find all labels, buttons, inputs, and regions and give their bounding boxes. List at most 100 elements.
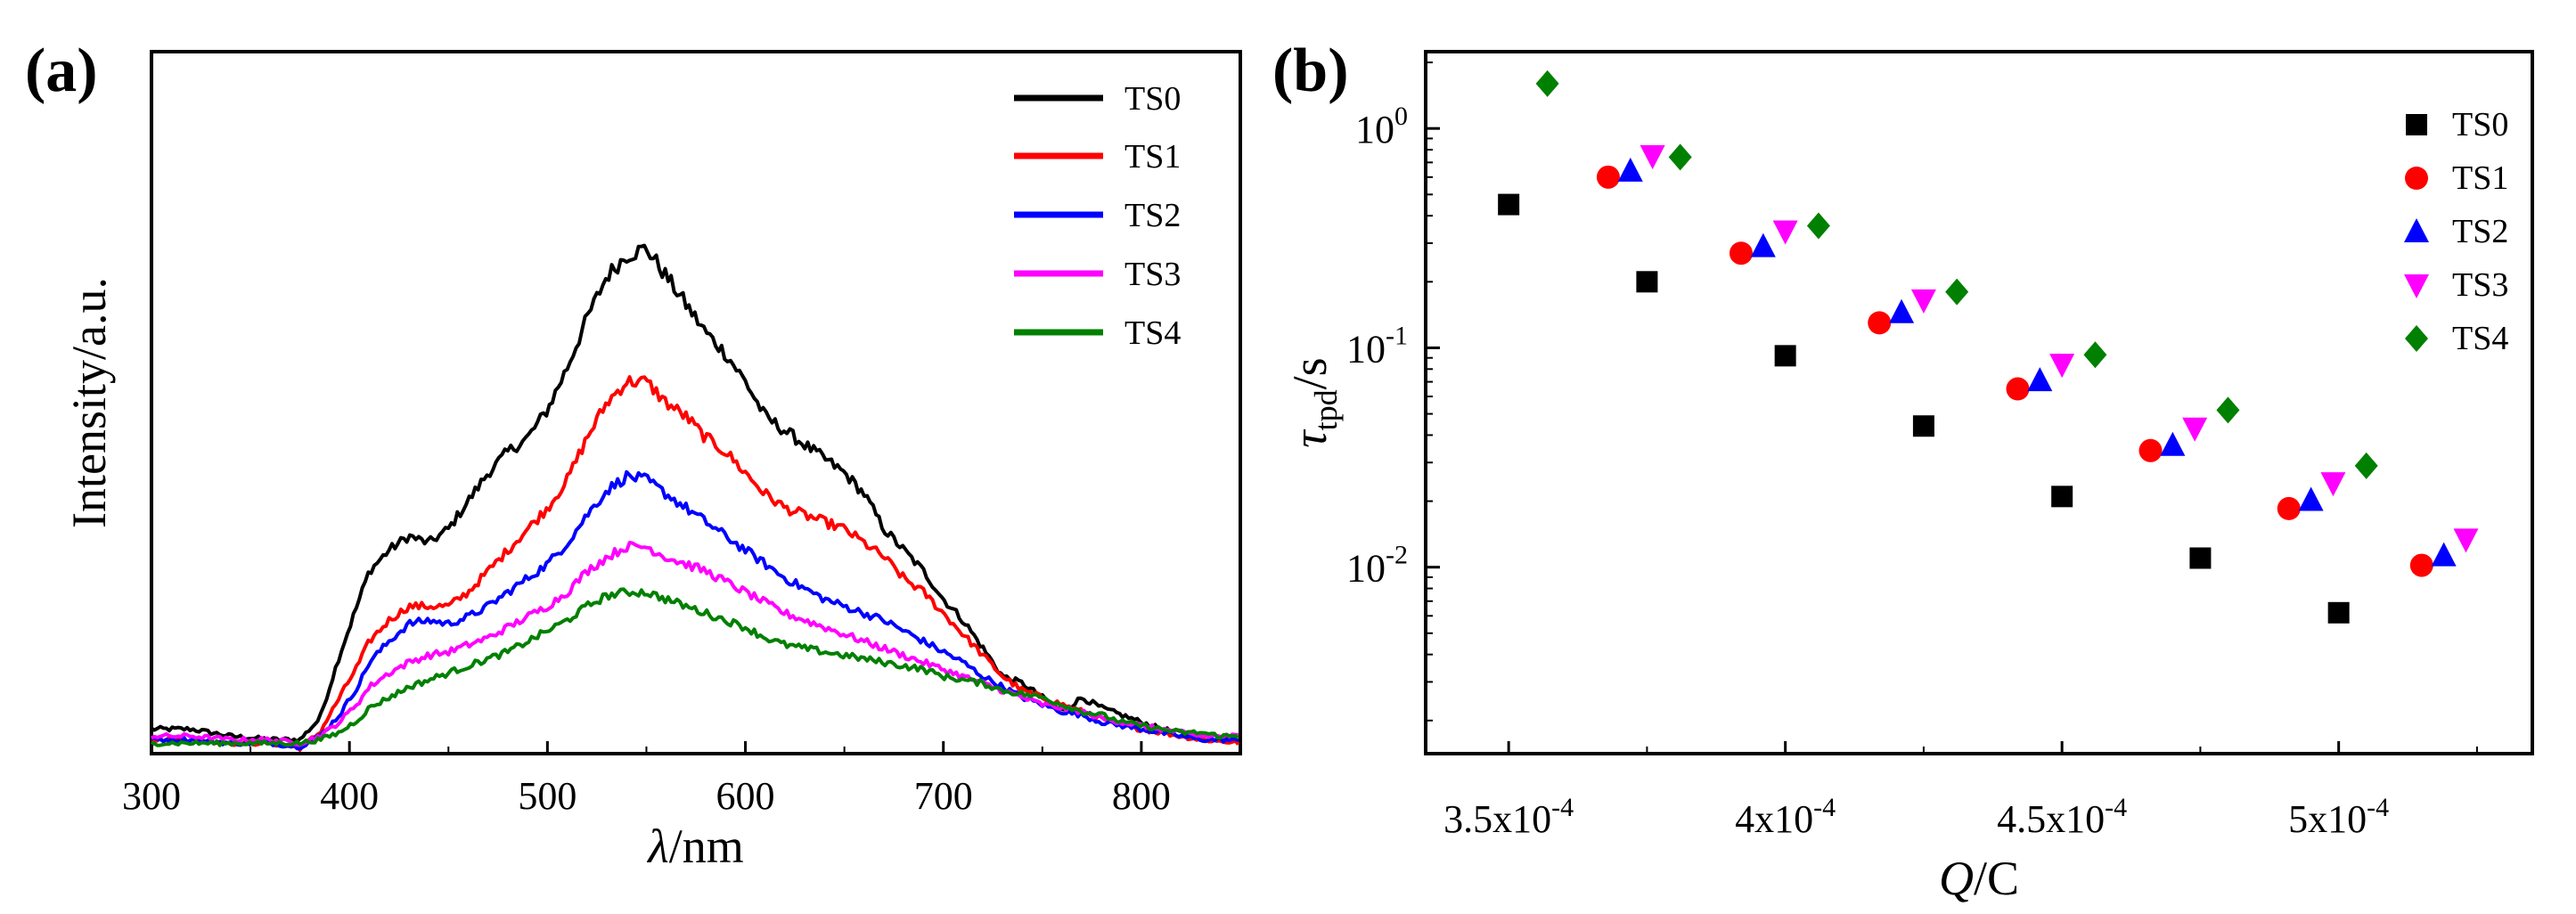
panel-b-y-tick-base: 10 — [1355, 108, 1394, 151]
series-line-ts3 — [151, 541, 1239, 747]
data-point-ts3 — [1910, 289, 1936, 314]
panel-b-x-tick-mantissa: 5x10 — [2288, 797, 2367, 841]
data-point-ts0 — [1774, 345, 1796, 367]
data-point-ts2 — [1889, 298, 1915, 323]
panel-b-y-label: τtpd/s — [1283, 357, 1344, 447]
panel-a-legend: TS0 TS1 TS2 TS3 TS4 — [1014, 80, 1181, 352]
legend-b-ts3-marker — [2404, 274, 2429, 298]
data-point-ts4 — [1945, 278, 1969, 306]
data-point-ts3 — [2320, 472, 2346, 497]
data-point-ts0 — [1498, 193, 1520, 216]
panel-b-x-tick-label: 5x10-4 — [2288, 793, 2389, 841]
panel-a-x-tick-label: 800 — [1112, 774, 1171, 818]
panel-a-series — [151, 243, 1240, 752]
data-point-ts2 — [1750, 233, 1776, 257]
panel-a-x-label-symbol: λ — [646, 820, 668, 873]
panel-a-y-label: Intensity/a.u. — [62, 277, 116, 528]
legend-b-ts4-marker — [2405, 325, 2428, 352]
panel-a-x-tick-label: 600 — [716, 774, 775, 818]
data-point-ts3 — [2049, 354, 2075, 379]
panel-a-x-ticks: 300 400 500 600 700 800 — [122, 741, 1171, 818]
panel-a-x-tick-label: 400 — [320, 774, 379, 818]
data-point-ts1 — [2277, 496, 2301, 520]
panel-b-y-tick-label: 100 — [1355, 102, 1408, 151]
panel-b-x-ticks: 3.5x10-4 4x10-4 4.5x10-4 5x10-4 — [1443, 741, 2478, 841]
legend-a-ts0-label: TS0 — [1124, 80, 1181, 118]
panel-b-x-tick-exponent: -4 — [2105, 793, 2127, 822]
data-point-ts2 — [2160, 431, 2186, 456]
data-point-ts4 — [1806, 212, 1830, 240]
data-point-ts1 — [1729, 241, 1753, 265]
data-point-ts1 — [2409, 553, 2433, 577]
panel-b-x-label-unit: /C — [1974, 852, 2019, 905]
panel-b-y-tick-base: 10 — [1346, 327, 1386, 371]
data-point-ts2 — [1617, 157, 1643, 182]
panel-b-y-label-subscript: tpd — [1308, 389, 1344, 430]
legend-a-ts2-label: TS2 — [1124, 197, 1181, 234]
panel-b-series — [1498, 69, 2479, 624]
data-point-ts1 — [2006, 377, 2030, 401]
panel-b-y-tick-label: 10-1 — [1346, 321, 1408, 371]
panel-a-x-tick-label: 300 — [122, 774, 181, 818]
panel-b-x-tick-mantissa: 3.5x10 — [1443, 797, 1551, 841]
panel-b-y-tick-exponent: -2 — [1386, 541, 1408, 570]
legend-b-ts0-marker — [2406, 114, 2427, 135]
data-point-ts0 — [1636, 271, 1658, 293]
series-line-ts2 — [151, 469, 1239, 751]
panel-a-x-label: λ/nm — [646, 820, 743, 873]
panel-a: (a) 300 400 500 600 700 800 Intensity/a.u. λ/… — [25, 37, 1242, 873]
data-point-ts0 — [2327, 601, 2350, 624]
data-point-ts4 — [1535, 69, 1559, 97]
data-point-ts2 — [2027, 367, 2053, 392]
legend-b-ts2-label: TS2 — [2452, 213, 2508, 250]
legend-b-ts0-label: TS0 — [2452, 106, 2508, 143]
data-point-ts1 — [1868, 311, 1892, 335]
panel-b-x-tick-exponent: -4 — [1551, 793, 1574, 822]
data-point-ts0 — [2051, 486, 2073, 508]
data-point-ts0 — [2189, 547, 2212, 569]
panel-b-x-tick-mantissa: 4.5x10 — [1997, 797, 2105, 841]
data-point-ts3 — [2453, 528, 2479, 553]
panel-b-label: (b) — [1272, 37, 1349, 105]
data-point-ts4 — [2083, 341, 2107, 369]
data-point-ts2 — [2298, 486, 2324, 511]
series-line-ts0 — [151, 243, 1239, 744]
panel-b-y-tick-label: 10-2 — [1346, 541, 1408, 591]
data-point-ts0 — [1912, 415, 1934, 437]
panel-b: (b) 3.5x10-4 4x10-4 4.5x10-4 5x10-4 10010-1… — [1272, 37, 2534, 905]
panel-a-x-tick-label: 700 — [914, 774, 973, 818]
panel-a-x-label-unit: /nm — [669, 820, 744, 873]
panel-b-x-tick-exponent: -4 — [1813, 793, 1836, 822]
panel-b-x-label: Q/C — [1939, 852, 2019, 905]
data-point-ts4 — [1668, 143, 1692, 171]
legend-b-ts1-label: TS1 — [2452, 159, 2508, 197]
panel-b-x-tick-label: 4x10-4 — [1735, 793, 1836, 841]
series-line-ts4 — [151, 587, 1239, 747]
legend-b-ts3-label: TS3 — [2452, 266, 2508, 304]
panel-b-y-tick-exponent: 0 — [1394, 102, 1408, 131]
legend-b-ts2-marker — [2404, 218, 2429, 242]
data-point-ts3 — [1772, 220, 1798, 245]
panel-b-frame — [1424, 50, 2534, 755]
legend-b-ts4-label: TS4 — [2452, 320, 2508, 357]
panel-b-y-label-symbol: τ — [1283, 429, 1337, 448]
panel-b-x-tick-label: 4.5x10-4 — [1997, 793, 2127, 841]
panel-b-legend: TS0 TS1 TS2 TS3 TS4 — [2404, 106, 2508, 357]
panel-b-y-label-unit: /s — [1283, 357, 1337, 389]
legend-a-ts3-label: TS3 — [1124, 256, 1181, 293]
data-point-ts1 — [2138, 438, 2163, 462]
panel-b-y-tick-exponent: -1 — [1386, 321, 1408, 350]
legend-a-ts1-label: TS1 — [1124, 138, 1181, 175]
data-point-ts4 — [2354, 452, 2378, 479]
data-point-ts2 — [2431, 542, 2457, 567]
panel-b-x-tick-label: 3.5x10-4 — [1443, 793, 1574, 841]
data-point-ts4 — [2216, 396, 2240, 424]
data-point-ts3 — [1640, 144, 1665, 169]
legend-b-ts1-marker — [2405, 167, 2428, 190]
panel-a-frame — [150, 50, 1242, 755]
panel-b-x-tick-exponent: -4 — [2367, 793, 2389, 822]
panel-a-label: (a) — [25, 37, 98, 105]
data-point-ts3 — [2182, 417, 2208, 442]
